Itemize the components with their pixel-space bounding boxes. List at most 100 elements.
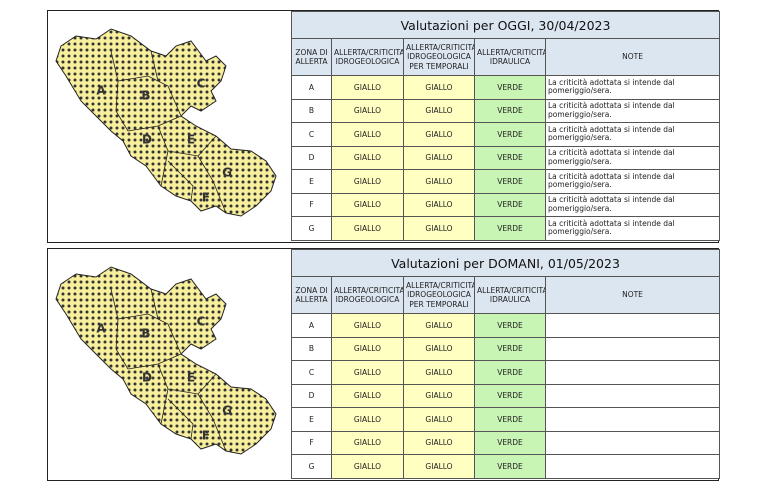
level-cell: GIALLO xyxy=(331,313,404,338)
level-cell: GIALLO xyxy=(403,192,475,217)
table-title: Valutazioni per OGGI, 30/04/2023 xyxy=(290,11,721,39)
zone-row: B GIALLO GIALLO VERDE La criticità adottata … xyxy=(291,98,721,123)
alert-table: Valutazioni per DOMANI, 01/05/2023 ZONA D… xyxy=(291,249,720,479)
zone-border xyxy=(110,50,129,132)
note-cell xyxy=(545,407,720,432)
level-cell: VERDE xyxy=(474,454,546,479)
level-cell: GIALLO xyxy=(403,216,475,241)
bulletin-panel: A B C D E F G Valutazioni per DOMANI, 01/05/202… xyxy=(47,248,720,481)
zone-cell: E xyxy=(291,169,332,194)
level-cell: VERDE xyxy=(474,122,546,147)
level-cell: GIALLO xyxy=(403,430,475,455)
column-header: ZONA DI ALLERTA xyxy=(291,276,332,314)
level-cell: VERDE xyxy=(474,407,546,432)
column-header: ALLERTA/CRITICITA' IDROGEOLOGICA PER TEM… xyxy=(403,276,475,314)
zone-cell: C xyxy=(291,122,332,147)
zone-label: A xyxy=(96,84,106,98)
note-cell: La criticità adottata si intende dal pom… xyxy=(544,75,721,100)
zone-border xyxy=(197,393,227,452)
header-row: ZONA DI ALLERTA ALLERTA/CRITICITA' IDROGE… xyxy=(291,276,720,314)
zone-border xyxy=(110,288,129,370)
zone-border xyxy=(150,50,159,82)
level-cell: GIALLO xyxy=(331,360,404,385)
zone-cell: G xyxy=(291,454,332,479)
zone-border xyxy=(150,288,159,320)
alert-table: Valutazioni per OGGI, 30/04/2023 ZONA DI … xyxy=(290,11,721,241)
zone-cell: E xyxy=(291,407,332,432)
note-cell xyxy=(545,454,720,479)
zone-map: A B C D E FG xyxy=(55,266,277,455)
level-cell: GIALLO xyxy=(403,360,475,385)
level-cell: VERDE xyxy=(474,313,546,338)
zone-row: A GIALLO GIALLO VERDE xyxy=(291,313,720,338)
level-cell: GIALLO xyxy=(331,75,404,100)
level-cell: VERDE xyxy=(474,192,546,217)
zone-cell: F xyxy=(291,430,332,455)
zone-label: C xyxy=(197,315,206,329)
zone-map: A B C D E FG xyxy=(55,28,277,217)
note-cell xyxy=(545,313,720,338)
level-cell: VERDE xyxy=(474,98,546,123)
level-cell: GIALLO xyxy=(331,336,404,361)
zone-row: E GIALLO GIALLO VERDE La criticità adottata … xyxy=(291,169,721,194)
column-header: ALLERTA/CRITICITA' IDROGEOLOGICA xyxy=(331,38,404,76)
column-header: ZONA DI ALLERTA xyxy=(291,38,332,76)
level-cell: GIALLO xyxy=(403,454,475,479)
zone-border xyxy=(197,155,227,214)
level-cell: GIALLO xyxy=(331,122,404,147)
level-cell: VERDE xyxy=(474,75,546,100)
bulletin-panel: A B C D E F G Valutazioni per OGGI, 30/04/2023 Z… xyxy=(47,10,721,243)
zone-row: C GIALLO GIALLO VERDE La criticità adottata … xyxy=(291,122,721,147)
zone-label: G xyxy=(222,166,232,180)
zone-row: E GIALLO GIALLO VERDE xyxy=(291,407,720,432)
zone-cell: C xyxy=(291,360,332,385)
zone-label: F xyxy=(202,429,210,443)
column-header: ALLERTA/CRITICITA' IDROGEOLOGICA xyxy=(331,276,404,314)
column-header: ALLERTA/CRITICITA' IDRAULICA xyxy=(474,38,546,76)
level-cell: VERDE xyxy=(474,145,546,170)
zone-cell: A xyxy=(291,75,332,100)
title-row: Valutazioni per DOMANI, 01/05/2023 xyxy=(291,249,720,277)
zone-label: A xyxy=(96,322,106,336)
level-cell: GIALLO xyxy=(331,216,404,241)
zone-label: F xyxy=(202,191,210,205)
level-cell: VERDE xyxy=(474,336,546,361)
zone-row: F GIALLO GIALLO VERDE xyxy=(291,430,720,455)
level-cell: VERDE xyxy=(474,383,546,408)
zone-cell: G xyxy=(291,216,332,241)
level-cell: GIALLO xyxy=(403,313,475,338)
level-cell: GIALLO xyxy=(403,383,475,408)
zone-row: F GIALLO GIALLO VERDE La criticità adottata … xyxy=(291,192,721,217)
column-header: NOTE xyxy=(545,276,720,314)
note-cell xyxy=(545,360,720,385)
level-cell: GIALLO xyxy=(331,192,404,217)
zone-cell: F xyxy=(291,192,332,217)
zone-row: C GIALLO GIALLO VERDE xyxy=(291,360,720,385)
zone-cell: B xyxy=(291,98,332,123)
zone-label: D xyxy=(142,371,152,385)
zone-cell: A xyxy=(291,313,332,338)
level-cell: GIALLO xyxy=(403,169,475,194)
note-cell: La criticità adottata si intende dal pom… xyxy=(544,216,721,241)
level-cell: GIALLO xyxy=(331,407,404,432)
zone-row: G GIALLO GIALLO VERDE xyxy=(291,454,720,479)
level-cell: GIALLO xyxy=(331,430,404,455)
note-cell: La criticità adottata si intende dal pom… xyxy=(544,192,721,217)
zone-border xyxy=(167,398,194,440)
zone-row: A GIALLO GIALLO VERDE La criticità adottata … xyxy=(291,75,721,100)
zone-label: C xyxy=(197,77,206,91)
level-cell: VERDE xyxy=(474,169,546,194)
zone-label: B xyxy=(141,327,150,341)
note-cell: La criticità adottata si intende dal pom… xyxy=(544,122,721,147)
note-cell: La criticità adottata si intende dal pom… xyxy=(544,145,721,170)
level-cell: GIALLO xyxy=(403,98,475,123)
zone-label: B xyxy=(141,89,150,103)
level-cell: VERDE xyxy=(474,430,546,455)
zone-row: G GIALLO GIALLO VERDE La criticità adottata … xyxy=(291,216,721,241)
note-cell: La criticità adottata si intende dal pom… xyxy=(544,98,721,123)
zone-row: D GIALLO GIALLO VERDE xyxy=(291,383,720,408)
zone-label: G xyxy=(222,404,232,418)
column-header: ALLERTA/CRITICITA' IDRAULICA xyxy=(474,276,546,314)
level-cell: GIALLO xyxy=(403,336,475,361)
